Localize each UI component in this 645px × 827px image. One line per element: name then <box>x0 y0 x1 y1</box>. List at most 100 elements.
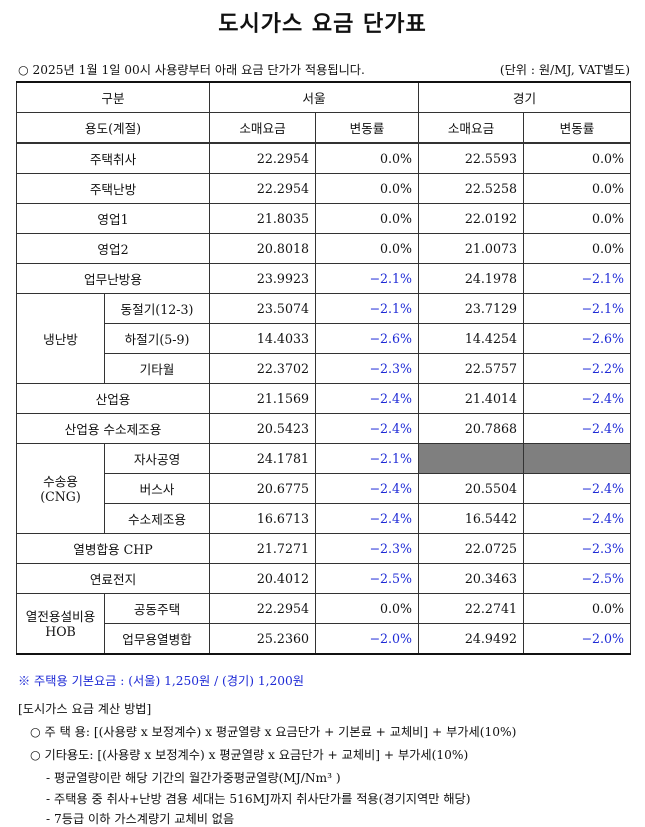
seoul-retail: 16.6713 <box>209 503 316 534</box>
row-label: 업무용열병합 <box>104 623 210 655</box>
seoul-retail: 22.3702 <box>209 353 316 384</box>
seoul-change: −2.1% <box>315 263 419 294</box>
gg-change: 0.0% <box>523 593 631 624</box>
seoul-retail: 20.6775 <box>209 473 316 504</box>
row-label: 동절기(12-3) <box>104 293 210 324</box>
method-note-2: - 주택용 중 취사+난방 겸용 세대는 516MJ까지 취사단가를 적용(경기… <box>46 792 471 806</box>
seoul-retail: 21.1569 <box>209 383 316 414</box>
base-fee-footnote: ※ 주택용 기본요금 : (서울) 1,250원 / (경기) 1,200원 <box>18 674 304 688</box>
seoul-retail: 22.2954 <box>209 593 316 624</box>
page-title: 도시가스 요금 단가표 <box>218 11 427 37</box>
seoul-retail: 25.2360 <box>209 623 316 655</box>
group-label: 수송용 (CNG) <box>16 443 105 534</box>
seoul-change: −2.4% <box>315 503 419 534</box>
seoul-change: −2.4% <box>315 413 419 444</box>
method-note-3: - 7등급 이하 가스계량기 교체비 없음 <box>46 812 235 826</box>
row-label: 산업용 <box>16 383 210 414</box>
gg-retail: 24.9492 <box>418 623 524 655</box>
seoul-change: 0.0% <box>315 142 419 174</box>
gg-retail: 22.5593 <box>418 142 524 174</box>
gg-retail: 21.4014 <box>418 383 524 414</box>
seoul-change: −2.3% <box>315 533 419 564</box>
table-row: 산업용 21.1569 −2.4% 21.4014 −2.4% <box>16 383 631 414</box>
seoul-retail: 20.5423 <box>209 413 316 444</box>
header-gg-retail: 소매요금 <box>418 112 524 144</box>
gg-retail: 24.1978 <box>418 263 524 294</box>
seoul-change: 0.0% <box>315 233 419 264</box>
table-row: 기타월 22.3702 −2.3% 22.5757 −2.2% <box>17 353 631 384</box>
row-label: 기타월 <box>104 353 210 384</box>
table-row: 버스사 20.6775 −2.4% 20.5504 −2.4% <box>17 473 631 504</box>
gg-retail: 20.3463 <box>418 563 524 594</box>
gg-change: −2.4% <box>523 503 631 534</box>
seoul-retail: 22.2954 <box>209 142 316 174</box>
gg-retail: 22.0192 <box>418 203 524 234</box>
gg-change: 0.0% <box>523 142 631 174</box>
row-label: 하절기(5-9) <box>104 323 210 354</box>
gg-change: −2.6% <box>523 323 631 354</box>
seoul-change: −2.3% <box>315 353 419 384</box>
table-row: 주택난방 22.2954 0.0% 22.5258 0.0% <box>16 173 631 204</box>
gg-change: −2.1% <box>523 293 631 324</box>
notice-text: ○ 2025년 1월 1일 00시 사용량부터 아래 요금 단가가 적용됩니다. <box>18 63 365 77</box>
table-row: 영업1 21.8035 0.0% 22.0192 0.0% <box>16 203 631 234</box>
gg-retail: 22.2741 <box>418 593 524 624</box>
seoul-retail: 20.4012 <box>209 563 316 594</box>
table-row: 하절기(5-9) 14.4033 −2.6% 14.4254 −2.6% <box>17 323 631 354</box>
gg-retail: 14.4254 <box>418 323 524 354</box>
table-row: 수소제조용 16.6713 −2.4% 16.5442 −2.4% <box>17 503 631 534</box>
table-row: 산업용 수소제조용 20.5423 −2.4% 20.7868 −2.4% <box>16 413 631 444</box>
row-label: 산업용 수소제조용 <box>16 413 210 444</box>
seoul-change: 0.0% <box>315 173 419 204</box>
header-usage: 용도(계절) <box>16 112 210 144</box>
gg-retail: 22.5258 <box>418 173 524 204</box>
gg-change: 0.0% <box>523 173 631 204</box>
table-row: 주택취사 22.2954 0.0% 22.5593 0.0% <box>16 142 631 174</box>
seoul-retail: 22.2954 <box>209 173 316 204</box>
method-residential: ○ 주 택 용: [(사용량 x 보정계수) x 평균열량 x 요금단가 + 기… <box>30 725 517 739</box>
seoul-retail: 24.1781 <box>209 443 316 474</box>
gg-retail: 23.7129 <box>418 293 524 324</box>
table-row: 영업2 20.8018 0.0% 21.0073 0.0% <box>16 233 631 264</box>
seoul-change: −2.4% <box>315 473 419 504</box>
table-row: 열전용설비용 HOB 공동주택 22.2954 0.0% 22.2741 0.0… <box>16 593 631 655</box>
seoul-retail: 23.5074 <box>209 293 316 324</box>
seoul-change: −2.1% <box>315 443 419 474</box>
group-label: 냉난방 <box>16 293 105 384</box>
table-row: 업무난방용 23.9923 −2.1% 24.1978 −2.1% <box>16 263 631 294</box>
row-label: 영업2 <box>16 233 210 264</box>
header-seoul-change: 변동률 <box>315 112 419 144</box>
table-row: 업무용열병합 25.2360 −2.0% 24.9492 −2.0% <box>17 623 631 655</box>
header-gg-change: 변동률 <box>523 112 631 144</box>
table-row: 연료전지 20.4012 −2.5% 20.3463 −2.5% <box>16 563 631 594</box>
gg-change: −2.2% <box>523 353 631 384</box>
gg-retail: 20.7868 <box>418 413 524 444</box>
seoul-retail: 23.9923 <box>209 263 316 294</box>
seoul-retail: 21.8035 <box>209 203 316 234</box>
gg-change: −2.4% <box>523 383 631 414</box>
seoul-change: −2.5% <box>315 563 419 594</box>
gg-change: −2.1% <box>523 263 631 294</box>
row-label: 주택취사 <box>16 142 210 174</box>
seoul-change: −2.6% <box>315 323 419 354</box>
gg-change-na <box>523 443 631 474</box>
header-seoul: 서울 <box>209 81 419 113</box>
gg-change: −2.4% <box>523 473 631 504</box>
gg-retail: 22.5757 <box>418 353 524 384</box>
gg-retail-na <box>418 443 524 474</box>
row-label: 연료전지 <box>16 563 210 594</box>
gg-retail: 22.0725 <box>418 533 524 564</box>
method-heading: [도시가스 요금 계산 방법] <box>18 702 152 716</box>
header-seoul-retail: 소매요금 <box>209 112 316 144</box>
seoul-retail: 21.7271 <box>209 533 316 564</box>
table-row: 냉난방 동절기(12-3) 23.5074 −2.1% 23.7129 −2.1… <box>16 293 631 384</box>
seoul-change: −2.1% <box>315 293 419 324</box>
gg-change: −2.0% <box>523 623 631 655</box>
gg-change: −2.3% <box>523 533 631 564</box>
header-category: 구분 <box>16 81 210 113</box>
method-other: ○ 기타용도: [(사용량 x 보정계수) x 평균열량 x 요금단가 + 교체… <box>30 748 469 762</box>
seoul-change: −2.4% <box>315 383 419 414</box>
unit-text: (단위 : 원/MJ, VAT별도) <box>499 63 630 77</box>
row-label: 수소제조용 <box>104 503 210 534</box>
notice-line: ○ 2025년 1월 1일 00시 사용량부터 아래 요금 단가가 적용됩니다.… <box>18 60 630 78</box>
